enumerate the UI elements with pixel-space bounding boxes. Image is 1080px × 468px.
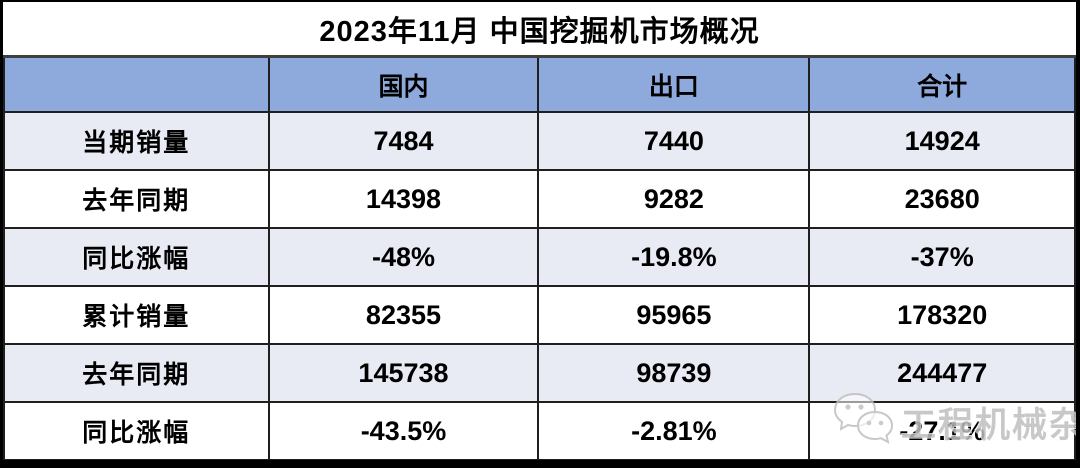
header-row: 国内 出口 合计 bbox=[3, 56, 1076, 113]
cell-value: -48% bbox=[267, 227, 540, 287]
cell-value: 82355 bbox=[267, 285, 540, 345]
cell-value: 23680 bbox=[808, 169, 1076, 229]
cell-value: 95965 bbox=[537, 285, 811, 345]
title-row: 2023年11月 中国挖掘机市场概况 bbox=[4, 2, 1075, 58]
row-label: 同比涨幅 bbox=[3, 401, 270, 460]
cell-value: 7440 bbox=[537, 111, 811, 171]
cell-value: 9282 bbox=[537, 169, 811, 229]
cell-value: 14398 bbox=[267, 169, 540, 229]
row-label: 累计销量 bbox=[3, 285, 270, 345]
cell-value: 98739 bbox=[537, 343, 811, 403]
column-header-export: 出口 bbox=[537, 56, 811, 113]
cell-value: -2.81% bbox=[537, 401, 811, 460]
row-label: 去年同期 bbox=[3, 169, 270, 229]
column-header-blank bbox=[3, 56, 270, 113]
cell-value: -27.1% bbox=[808, 401, 1076, 460]
row-label: 去年同期 bbox=[3, 343, 270, 403]
cell-value: -37% bbox=[808, 227, 1076, 287]
row-label: 当期销量 bbox=[3, 111, 270, 171]
table-row-cumulative-sales: 累计销量 82355 95965 178320 bbox=[3, 285, 1076, 345]
cell-value: 244477 bbox=[808, 343, 1076, 403]
row-label: 同比涨幅 bbox=[3, 227, 270, 287]
cell-value: -19.8% bbox=[537, 227, 811, 287]
table-row-cumulative-yoy-change: 同比涨幅 -43.5% -2.81% -27.1% bbox=[3, 401, 1076, 460]
table-row-last-year-same-period: 去年同期 14398 9282 23680 bbox=[3, 169, 1076, 229]
excavator-market-table: 2023年11月 中国挖掘机市场概况 国内 出口 合计 当期销量 7484 74… bbox=[3, 2, 1076, 460]
cell-value: -43.5% bbox=[267, 401, 540, 460]
cell-value: 14924 bbox=[808, 111, 1076, 171]
page-title: 2023年11月 中国挖掘机市场概况 bbox=[4, 2, 1075, 58]
cell-value: 178320 bbox=[808, 285, 1076, 345]
table-row-current-sales: 当期销量 7484 7440 14924 bbox=[3, 111, 1076, 171]
table-row-last-year-cumulative: 去年同期 145738 98739 244477 bbox=[3, 343, 1076, 403]
column-header-total: 合计 bbox=[808, 56, 1076, 113]
column-header-domestic: 国内 bbox=[267, 56, 540, 113]
table-row-yoy-change: 同比涨幅 -48% -19.8% -37% bbox=[3, 227, 1076, 287]
cell-value: 7484 bbox=[267, 111, 540, 171]
cell-value: 145738 bbox=[267, 343, 540, 403]
